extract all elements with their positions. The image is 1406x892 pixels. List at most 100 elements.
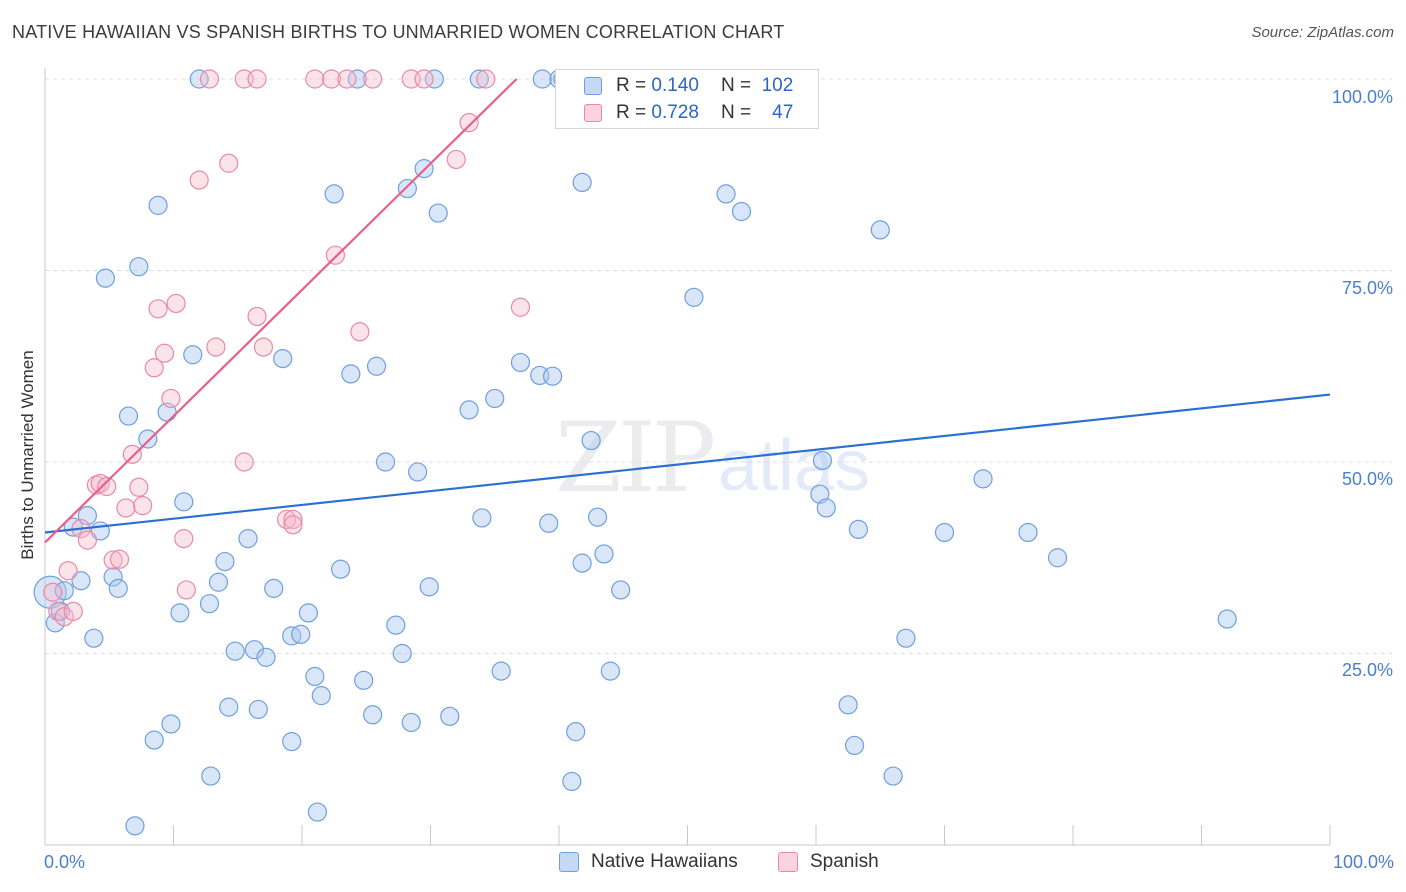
spanish-point [166, 293, 186, 314]
spanish-point [247, 69, 267, 89]
native-hawaiians-point [138, 429, 158, 449]
spanish-point [325, 245, 346, 265]
spanish-point [219, 153, 239, 173]
native-hawaiians-point [472, 508, 492, 528]
native-hawaiians-point [189, 69, 209, 89]
spanish-point [116, 498, 136, 518]
native-hawaiians-point [71, 571, 91, 591]
stats-row-native-hawaiians: R = 0.140 N = 102 [616, 75, 793, 97]
native-hawaiians-point [816, 498, 836, 518]
native-hawaiians-point [201, 766, 221, 786]
spanish-point [58, 561, 78, 581]
n-label: N = [720, 102, 752, 123]
native-hawaiians-point [311, 686, 331, 706]
native-hawaiians-point [215, 551, 235, 572]
spanish-point [129, 477, 149, 497]
native-hawaiians-point [848, 519, 869, 540]
spanish-point [276, 509, 297, 530]
r-value: 0.728 [651, 102, 699, 123]
native-hawaiians-point [812, 450, 833, 471]
native-hawaiians-point [1217, 609, 1237, 629]
native-hawaiians-point [566, 722, 586, 742]
r-label: R = [616, 102, 647, 123]
native-hawaiians-point [572, 172, 592, 193]
native-hawaiians-point [870, 220, 890, 240]
native-hawaiians-point [248, 699, 268, 720]
native-hawaiians-point [896, 628, 916, 648]
native-hawaiians-point [305, 666, 325, 687]
spanish-point [459, 113, 479, 133]
native-hawaiians-point [330, 559, 351, 579]
legend-swatch-native-hawaiians [559, 852, 579, 872]
y-tick-75: 75.0% [1341, 278, 1393, 298]
native-hawaiians-point [716, 184, 736, 204]
spanish-point [144, 358, 164, 378]
spanish-point [97, 476, 117, 497]
r-label: R = [616, 75, 647, 96]
watermark-zip: ZIP [555, 402, 716, 514]
native-hawaiians-point [731, 201, 752, 222]
legend-item-native-hawaiians: Native Hawaiians [559, 851, 738, 873]
x-tick-100: 100.0% [1332, 852, 1394, 872]
spanish-trend-line [44, 78, 518, 544]
native-hawaiians-point [264, 578, 284, 598]
native-hawaiians-point [238, 528, 258, 549]
native-hawaiians-point [844, 735, 865, 756]
spanish-point [234, 452, 254, 472]
native-hawaiians-trend-line [44, 393, 1331, 534]
native-hawaiians-point [118, 406, 139, 426]
spanish-point [54, 607, 74, 627]
native-hawaiians-point [440, 706, 460, 726]
native-hawaiians-point [1018, 522, 1038, 543]
native-hawaiians-point [282, 731, 302, 752]
spanish-point [321, 69, 342, 89]
native-hawaiians-point [363, 705, 383, 725]
native-hawaiians-point [587, 507, 608, 527]
legend-item-spanish: Spanish [778, 851, 879, 873]
native-hawaiians-point [419, 577, 439, 597]
native-hawaiians-point [600, 661, 621, 681]
native-hawaiians-point [424, 69, 444, 89]
spanish-point [133, 496, 153, 516]
native-hawaiians-point [838, 695, 858, 715]
y-tick-25: 25.0% [1341, 660, 1393, 680]
native-hawaiians-point [581, 430, 601, 451]
native-hawaiians-point [307, 802, 328, 822]
native-hawaiians-point [347, 69, 367, 89]
n-value: 102 [761, 75, 794, 96]
native-hawaiians-point [161, 714, 181, 734]
native-hawaiians-point [532, 69, 552, 89]
spanish-point [253, 337, 274, 357]
y-tick-100: 100.0% [1331, 87, 1393, 107]
spanish-point [510, 297, 531, 317]
native-hawaiians-point [125, 816, 145, 836]
source-label: Source: ZipAtlas.com [1251, 24, 1394, 41]
native-hawaiians-point [611, 580, 631, 600]
native-hawaiians-point [256, 647, 276, 667]
native-hawaiians-point [108, 578, 128, 598]
native-hawaiians-point [883, 766, 903, 786]
native-hawaiians-point [366, 356, 387, 376]
spanish-point [199, 69, 220, 89]
native-hawaiians-point [594, 544, 614, 564]
spanish-point [176, 580, 196, 600]
n-value: 47 [772, 102, 794, 123]
spanish-point [446, 149, 466, 170]
native-hawaiians-point [485, 388, 505, 409]
x-tick-0: 0.0% [44, 852, 86, 872]
spanish-point [174, 528, 194, 549]
native-hawaiians-point [459, 400, 479, 420]
native-hawaiians-point [392, 643, 412, 664]
native-hawaiians-point [354, 670, 374, 690]
native-hawaiians-point [469, 69, 489, 89]
stats-legend: R = 0.140 N = 102 R = 0.728 N = 47 [555, 69, 819, 129]
native-hawaiians-point [244, 640, 265, 660]
spanish-point [350, 322, 370, 342]
native-hawaiians-point [291, 624, 311, 644]
spanish-point [122, 444, 142, 464]
native-hawaiians-point [397, 178, 417, 199]
native-hawaiians-point [375, 452, 396, 472]
native-hawaiians-point [510, 352, 531, 373]
native-hawaiians-point [199, 594, 220, 614]
native-hawaiians-point [572, 553, 592, 573]
